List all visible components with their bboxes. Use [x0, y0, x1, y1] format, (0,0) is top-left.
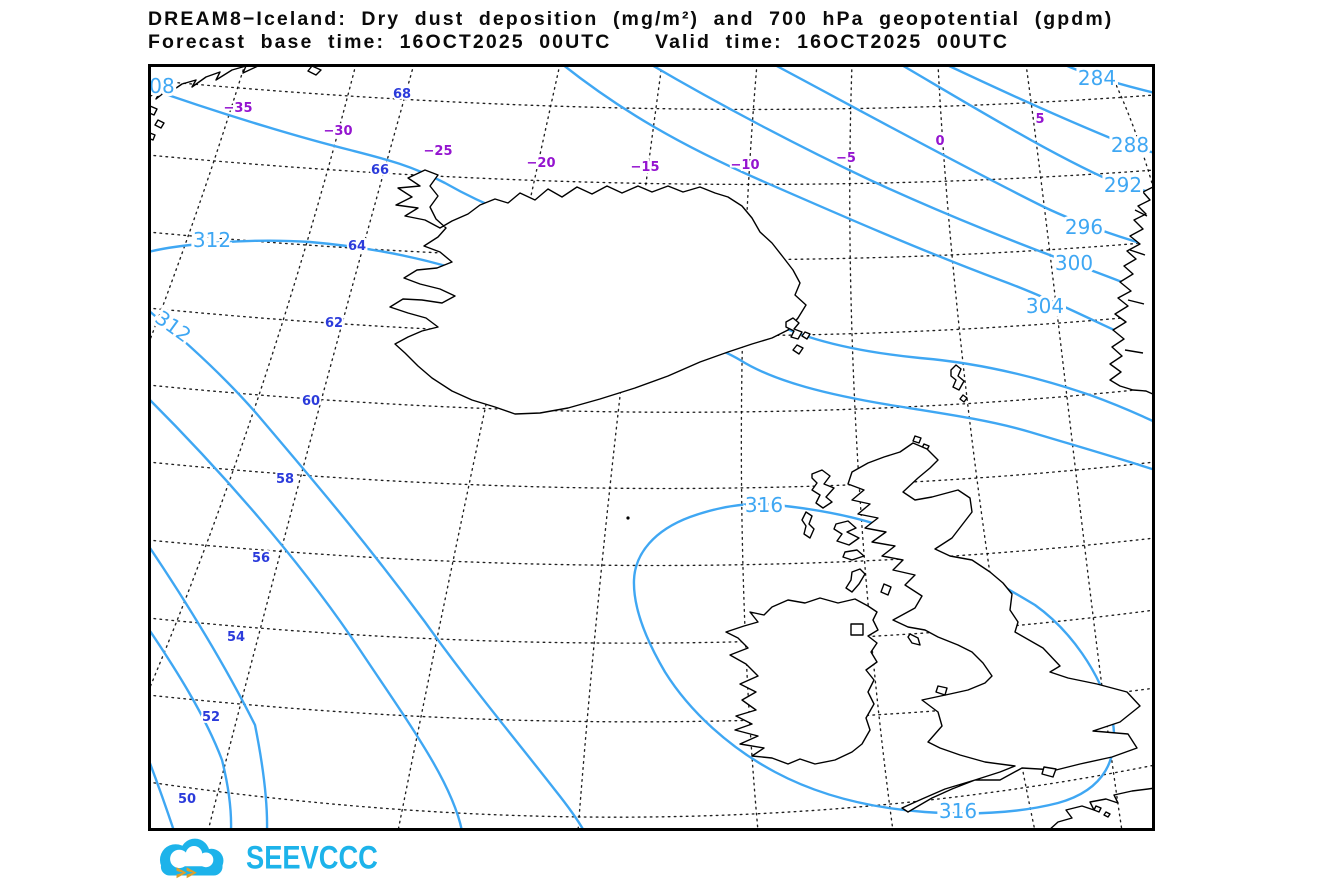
latitude-label: 64 [348, 239, 366, 254]
greenland-islets [148, 65, 322, 141]
map-title: DREAM8−Iceland: Dry dust deposition (mg/… [148, 8, 1114, 30]
map-frame [148, 64, 1155, 831]
latitude-label: 54 [227, 630, 245, 645]
contour-label: 304 [1026, 294, 1064, 318]
graticule-parallels [148, 79, 1155, 818]
channel-islands [1093, 805, 1111, 818]
contour-label: 296 [1065, 215, 1103, 239]
contour-label: 288 [1111, 133, 1149, 157]
coastlines [148, 64, 1155, 831]
contour-label: 292 [1104, 173, 1142, 197]
latitude-label: 52 [202, 710, 220, 725]
latitude-label: 56 [252, 551, 270, 566]
longitude-label: −25 [424, 144, 453, 159]
seevccc-cloud-icon [159, 838, 224, 879]
contour-304 [560, 64, 1155, 350]
contour-unlabeled-2 [148, 543, 269, 831]
contour-labels: 08 284 288 292 296 300 304 312 312 316 3… [148, 64, 1152, 826]
contour-label: 316 [745, 493, 783, 517]
latitude-label: 62 [325, 316, 343, 331]
lough-neagh [850, 623, 864, 636]
contour-unlabeled-3 [148, 626, 233, 831]
longitude-label: −20 [527, 156, 556, 171]
point-marker [626, 516, 630, 520]
contour-296 [771, 64, 1155, 249]
great-britain-coast [847, 442, 1141, 813]
isle-of-wight [1041, 766, 1057, 778]
norway-coast [1109, 185, 1155, 396]
longitude-label: −10 [731, 158, 760, 173]
contour-label: 316 [939, 799, 977, 823]
longitude-label: −15 [631, 160, 660, 175]
contour-312-lower [148, 308, 586, 831]
latitude-label: 68 [393, 87, 411, 102]
logo: SEEVCCC [148, 834, 396, 882]
latitude-label: 60 [302, 394, 320, 409]
longitude-label: −35 [224, 101, 253, 116]
iceland-coast [389, 169, 807, 415]
shetland-islands [950, 364, 968, 403]
forecast-valid-time: Forecast base time: 16OCT2025 00UTC Vali… [148, 31, 1010, 53]
contour-label: 284 [1078, 66, 1116, 90]
norway-fjords [1124, 209, 1148, 354]
longitude-label: −30 [324, 124, 353, 139]
contour-label: 312 [193, 228, 231, 252]
ireland-coast [725, 597, 879, 765]
logo-text: SEEVCCC [246, 839, 378, 876]
longitude-label: 5 [1035, 112, 1044, 127]
contour-label: 312 [151, 305, 196, 347]
greenland-coast [148, 64, 271, 100]
contour-300 [648, 64, 1155, 297]
contour-label: 300 [1055, 251, 1093, 275]
latitude-labels: 68 66 64 62 60 58 56 54 52 50 [176, 85, 413, 809]
title-block: DREAM8−Iceland: Dry dust deposition (mg/… [148, 8, 1113, 54]
contour-unlabeled-4 [148, 756, 176, 831]
latitude-label: 58 [276, 472, 294, 487]
latitude-label: 66 [371, 163, 389, 178]
isle-of-man [907, 633, 921, 646]
latitude-label: 50 [178, 792, 196, 807]
anglesey-island [935, 685, 948, 696]
longitude-label: 0 [935, 134, 944, 149]
contour-unlabeled-1 [148, 396, 464, 831]
contour-288 [943, 64, 1155, 155]
faroe-islands [785, 317, 811, 355]
longitude-labels: −35 −30 −25 −20 −15 −10 −5 0 5 [222, 99, 1047, 177]
contour-label: 08 [149, 74, 174, 98]
france-coast [1047, 787, 1155, 831]
longitude-label: −5 [836, 151, 856, 166]
contour-292 [898, 64, 1155, 195]
hebrides-islands [801, 469, 892, 596]
